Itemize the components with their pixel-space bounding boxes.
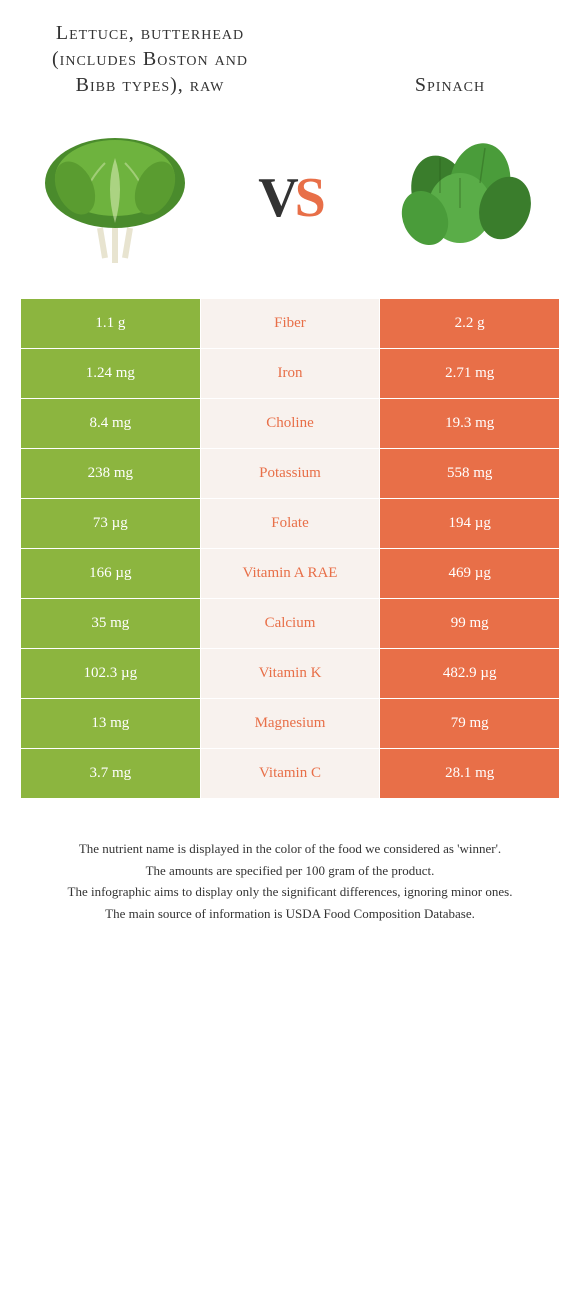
nutrient-row: 166 µgVitamin A RAE469 µg	[21, 549, 560, 599]
images-row: VS	[0, 108, 580, 298]
nutrient-row: 102.3 µgVitamin K482.9 µg	[21, 649, 560, 699]
right-value: 558 mg	[380, 449, 560, 499]
nutrient-table: 1.1 gFiber2.2 g1.24 mgIron2.71 mg8.4 mgC…	[20, 298, 560, 799]
spinach-image	[380, 128, 550, 268]
right-value: 79 mg	[380, 699, 560, 749]
vs-v: V	[258, 167, 294, 229]
nutrient-name: Potassium	[200, 449, 380, 499]
footer-line: The amounts are specified per 100 gram o…	[20, 861, 560, 881]
right-value: 469 µg	[380, 549, 560, 599]
header: Lettuce, butterhead (includes Boston and…	[0, 0, 580, 108]
left-value: 35 mg	[21, 599, 201, 649]
left-value: 13 mg	[21, 699, 201, 749]
right-value: 19.3 mg	[380, 399, 560, 449]
nutrient-name: Vitamin K	[200, 649, 380, 699]
nutrient-name: Choline	[200, 399, 380, 449]
vs-label: VS	[258, 166, 322, 230]
nutrient-row: 1.1 gFiber2.2 g	[21, 299, 560, 349]
footer-line: The main source of information is USDA F…	[20, 904, 560, 924]
nutrient-name: Vitamin A RAE	[200, 549, 380, 599]
nutrient-row: 1.24 mgIron2.71 mg	[21, 349, 560, 399]
right-value: 99 mg	[380, 599, 560, 649]
footer-notes: The nutrient name is displayed in the co…	[0, 799, 580, 955]
nutrient-row: 35 mgCalcium99 mg	[21, 599, 560, 649]
nutrient-name: Magnesium	[200, 699, 380, 749]
left-value: 102.3 µg	[21, 649, 201, 699]
right-value: 2.2 g	[380, 299, 560, 349]
right-value: 28.1 mg	[380, 749, 560, 799]
nutrient-row: 8.4 mgCholine19.3 mg	[21, 399, 560, 449]
nutrient-row: 73 µgFolate194 µg	[21, 499, 560, 549]
left-value: 166 µg	[21, 549, 201, 599]
right-value: 2.71 mg	[380, 349, 560, 399]
left-value: 1.1 g	[21, 299, 201, 349]
nutrient-row: 13 mgMagnesium79 mg	[21, 699, 560, 749]
vs-s: S	[295, 167, 322, 229]
right-value: 194 µg	[380, 499, 560, 549]
left-value: 8.4 mg	[21, 399, 201, 449]
left-value: 1.24 mg	[21, 349, 201, 399]
right-value: 482.9 µg	[380, 649, 560, 699]
lettuce-image	[30, 128, 200, 268]
left-value: 73 µg	[21, 499, 201, 549]
nutrient-row: 3.7 mgVitamin C28.1 mg	[21, 749, 560, 799]
footer-line: The nutrient name is displayed in the co…	[20, 839, 560, 859]
nutrient-name: Calcium	[200, 599, 380, 649]
right-food-title: Spinach	[360, 72, 540, 98]
left-value: 238 mg	[21, 449, 201, 499]
left-food-title: Lettuce, butterhead (includes Boston and…	[40, 20, 260, 98]
nutrient-row: 238 mgPotassium558 mg	[21, 449, 560, 499]
nutrient-name: Iron	[200, 349, 380, 399]
nutrient-name: Vitamin C	[200, 749, 380, 799]
nutrient-name: Fiber	[200, 299, 380, 349]
footer-line: The infographic aims to display only the…	[20, 882, 560, 902]
nutrient-name: Folate	[200, 499, 380, 549]
left-value: 3.7 mg	[21, 749, 201, 799]
